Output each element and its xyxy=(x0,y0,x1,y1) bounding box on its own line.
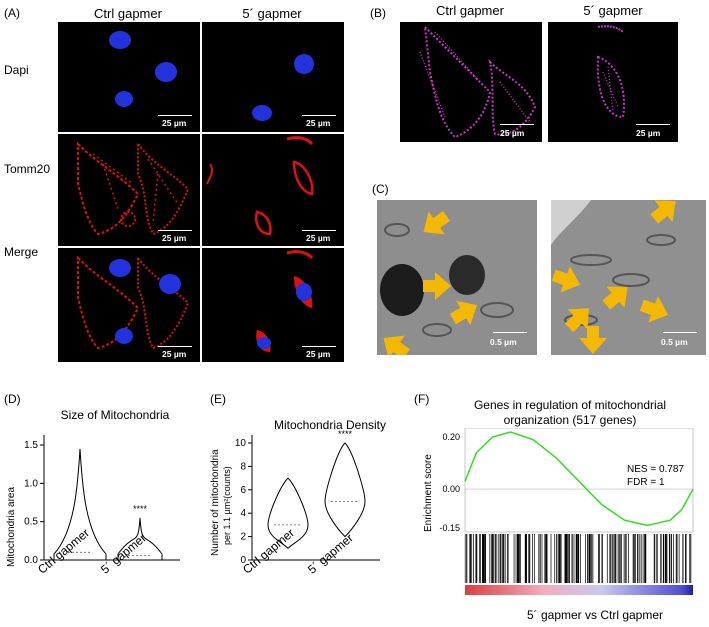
chart-f-ytick-2: -0.15 xyxy=(439,523,460,533)
panel-f-label: (F) xyxy=(414,392,430,406)
chart-f-annotation-nes: NES = 0.787 xyxy=(627,464,684,475)
em-image-5p: 0.5 µm xyxy=(551,200,706,355)
chart-f-rank-gradient xyxy=(465,585,693,595)
panel-a-col-5p: 5´ gapmer xyxy=(242,6,302,21)
panel-d-label: (D) xyxy=(4,392,21,406)
chart-e-ylabel: Number of mitochondria xyxy=(210,449,221,556)
chart-e-violin-ctrl xyxy=(267,477,309,550)
chart-d-violin-5p xyxy=(117,517,163,561)
chart-f-title-1: Genes in regulation of mitochondrial xyxy=(473,398,667,412)
panel-b-col-5p: 5´ gapmer xyxy=(583,3,643,18)
chart-e-title: Mitochondria Density xyxy=(273,418,387,432)
panel-c-label: (C) xyxy=(372,182,389,196)
chart-e-ytick-2: 4 xyxy=(240,508,246,519)
chart-d-ytick-2: 1.0 xyxy=(24,478,38,489)
chart-f-gene-hits xyxy=(464,534,692,583)
micrograph-dapi-5p: 25 µm xyxy=(202,22,344,132)
chart-e-ytick-0: 0 xyxy=(240,555,246,566)
micrograph-merge-ctrl: 25 µm xyxy=(58,248,200,362)
chart-d-ytick-0: 0.0 xyxy=(24,555,38,566)
chart-f-annotation-fdr: FDR = 1 xyxy=(627,477,665,488)
micrograph-tomm20-ctrl: 25 µm xyxy=(58,134,200,246)
chart-e-ytick-5: 10 xyxy=(235,438,247,449)
panel-a-row-tomm20: Tomm20 xyxy=(4,162,51,176)
chart-d-ylabel: Mitochondria area xyxy=(6,486,17,567)
mito-mask-ctrl: 25 µm xyxy=(400,22,542,142)
chart-e-ylabel2: per 1.1 µm²(counts) xyxy=(222,466,232,545)
chart-e: 0 2 4 6 8 10 **** xyxy=(235,429,380,566)
chart-d-ytick-1: 0.5 xyxy=(24,517,38,528)
chart-d-violin-ctrl xyxy=(53,448,107,561)
panel-a-row-merge: Merge xyxy=(4,245,39,259)
panel-a-label: (A) xyxy=(4,6,20,20)
panel-e-label: (E) xyxy=(210,392,226,406)
micrograph-dapi-ctrl: 25 µm xyxy=(58,22,200,132)
chart-e-ytick-1: 2 xyxy=(240,532,246,543)
micrograph-tomm20-5p: 25 µm xyxy=(202,134,344,246)
panel-b-label: (B) xyxy=(370,6,386,20)
chart-d: 0.0 0.5 1.0 1.5 **** xyxy=(24,435,180,566)
chart-f-ytick-1: 0.00 xyxy=(442,484,460,494)
chart-f-ytick-0: 0.20 xyxy=(442,432,460,442)
chart-d-title: Size of Mitochondria xyxy=(60,408,170,422)
chart-e-ytick-3: 6 xyxy=(240,485,246,496)
panel-a-col-ctrl: Ctrl gapmer xyxy=(94,6,162,21)
micrograph-merge-5p: 25 µm xyxy=(202,248,344,362)
chart-e-significance: **** xyxy=(338,429,353,439)
chart-e-ytick-4: 8 xyxy=(240,461,246,472)
mito-mask-5p: 25 µm xyxy=(548,22,678,142)
panel-a-row-dapi: Dapi xyxy=(4,63,29,77)
chart-d-significance: **** xyxy=(133,504,148,514)
chart-f: 0.20 0.00 -0.15 NES = 0.787 FDR = 1 xyxy=(439,428,694,595)
chart-e-violin-5p xyxy=(324,442,366,538)
panel-b-col-ctrl: Ctrl gapmer xyxy=(436,3,504,18)
chart-f-enrichment-curve xyxy=(464,431,694,527)
chart-d-ytick-3: 1.5 xyxy=(24,440,38,451)
chart-f-title-2: organization (517 genes) xyxy=(503,413,637,427)
em-image-ctrl: 0.5 µm xyxy=(377,200,537,355)
chart-f-xlabel: 5´ gapmer vs Ctrl gapmer xyxy=(526,608,664,622)
